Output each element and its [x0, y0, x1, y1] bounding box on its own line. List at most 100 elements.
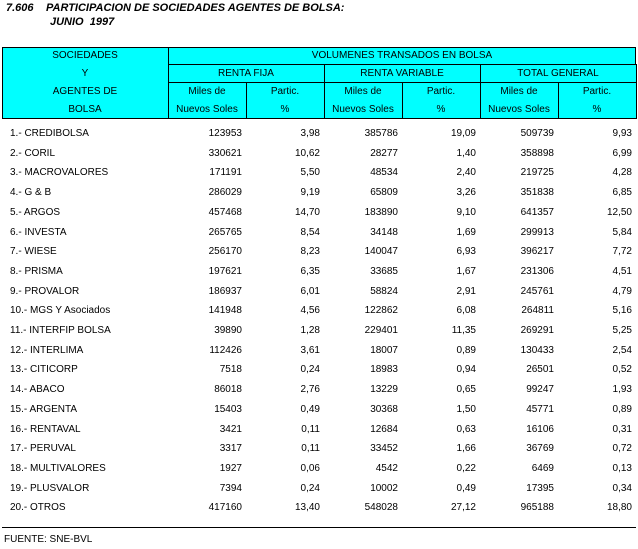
cell-value: 34148 [370, 226, 398, 238]
cell-value: 548028 [364, 502, 398, 514]
company-name: 12.- INTERLIMA [10, 344, 84, 356]
company-name: 10.- MGS Y Asociados [10, 305, 111, 317]
cell-value: 2,76 [300, 384, 320, 396]
company-name: 16.- RENTAVAL [10, 423, 81, 435]
company-name: 9.- PROVALOR [10, 285, 80, 297]
row-label-header: SOCIEDADES [52, 50, 118, 61]
cell-value: 264811 [521, 305, 554, 317]
cell-value: 2,54 [612, 344, 632, 356]
cell-value: 1,93 [612, 384, 632, 396]
cell-value: 5,50 [300, 167, 320, 179]
cell-value: 7394 [219, 482, 242, 494]
cell-value: 123953 [208, 128, 242, 139]
column-header: Miles de [500, 86, 538, 97]
cell-value: 18007 [370, 344, 398, 356]
cell-value: 509739 [520, 128, 554, 139]
cell-value: 33452 [370, 443, 398, 455]
company-name: 19.- PLUSVALOR [10, 482, 90, 494]
column-header: Nuevos Soles [488, 104, 550, 115]
cell-value: 140047 [364, 246, 398, 258]
column-header: Miles de [344, 86, 382, 97]
cell-value: 13,40 [294, 502, 320, 514]
company-name: 7.- WIESE [10, 246, 57, 258]
cell-value: 112426 [209, 344, 242, 356]
header-cell [558, 82, 637, 119]
cell-value: 330621 [208, 147, 242, 159]
cell-value: 0,24 [300, 364, 320, 376]
cell-value: 3,26 [456, 187, 476, 199]
cell-value: 141948 [208, 305, 242, 317]
cell-value: 86018 [214, 384, 242, 396]
cell-value: 15403 [214, 403, 242, 415]
header-cell [402, 82, 481, 119]
cell-value: 0,24 [300, 482, 320, 494]
cell-value: 1,69 [456, 226, 476, 238]
cell-value: 186937 [208, 285, 242, 297]
cell-value: 0,11 [301, 423, 320, 435]
cell-value: 1,50 [456, 403, 476, 415]
cell-value: 4,51 [612, 265, 632, 277]
cell-value: 0,89 [612, 403, 632, 415]
cell-value: 1927 [219, 462, 242, 474]
company-name: 17.- PERUVAL [10, 443, 76, 455]
cell-value: 14,70 [294, 206, 320, 218]
cell-value: 219725 [520, 167, 554, 179]
cell-value: 0,72 [612, 443, 632, 455]
cell-value: 385786 [364, 128, 398, 139]
cell-value: 229401 [364, 325, 398, 336]
row-label-header: AGENTES DE [52, 86, 118, 97]
cell-value: 0,22 [456, 462, 476, 474]
bottom-rule [2, 527, 636, 528]
cell-value: 19,09 [450, 128, 476, 139]
cell-value: 0,06 [300, 462, 320, 474]
cell-value: 265765 [208, 226, 242, 238]
cell-value: 16106 [526, 423, 554, 435]
subgroup-header: RENTA VARIABLE [360, 68, 444, 79]
cell-value: 12,50 [606, 206, 632, 218]
column-header: Partic. [270, 86, 300, 97]
cell-value: 417160 [208, 502, 242, 514]
column-header: % [436, 104, 446, 115]
cell-value: 5,25 [612, 325, 632, 336]
cell-value: 0,94 [456, 364, 476, 376]
cell-value: 6,85 [612, 187, 632, 199]
company-name: 15.- ARGENTA [10, 403, 78, 415]
cell-value: 0,49 [456, 482, 476, 494]
cell-value: 9,10 [456, 206, 476, 218]
cell-value: 0,52 [612, 364, 632, 376]
cell-value: 7518 [219, 364, 242, 376]
cell-value: 299913 [520, 226, 554, 238]
row-label-header: BOLSA [68, 104, 102, 115]
cell-value: 197621 [208, 265, 242, 277]
company-name: 5.- ARGOS [10, 206, 61, 218]
cell-value: 4,56 [300, 305, 320, 317]
cell-value: 0,13 [612, 462, 632, 474]
company-name: 14.- ABACO [10, 384, 65, 396]
cell-value: 2,40 [456, 167, 476, 179]
cell-value: 171191 [209, 167, 242, 179]
cell-value: 3,61 [300, 344, 320, 356]
cell-value: 58824 [370, 285, 398, 297]
subtitle: JUNIO 1997 [50, 16, 115, 28]
cell-value: 28277 [370, 147, 398, 159]
cell-value: 33685 [370, 265, 398, 277]
company-name: 18.- MULTIVALORES [10, 462, 106, 474]
cell-value: 358898 [520, 147, 554, 159]
cell-value: 36769 [526, 443, 554, 455]
subgroup-header: RENTA FIJA [218, 68, 274, 79]
table-number: 7.606 [6, 2, 34, 14]
cell-value: 26501 [526, 364, 554, 376]
cell-value: 1,40 [456, 147, 476, 159]
cell-value: 9,93 [612, 128, 632, 139]
cell-value: 5,16 [612, 305, 632, 317]
column-header: Miles de [188, 86, 226, 97]
company-name: 11.- INTERFIP BOLSA [10, 325, 111, 336]
company-name: 13.- CITICORP [10, 364, 78, 376]
cell-value: 641357 [520, 206, 554, 218]
cell-value: 130433 [520, 344, 554, 356]
cell-value: 1,28 [300, 325, 320, 336]
cell-value: 11,35 [451, 325, 476, 336]
cell-value: 30368 [370, 403, 398, 415]
cell-value: 45771 [526, 403, 554, 415]
subgroup-header: TOTAL GENERAL [517, 68, 599, 79]
